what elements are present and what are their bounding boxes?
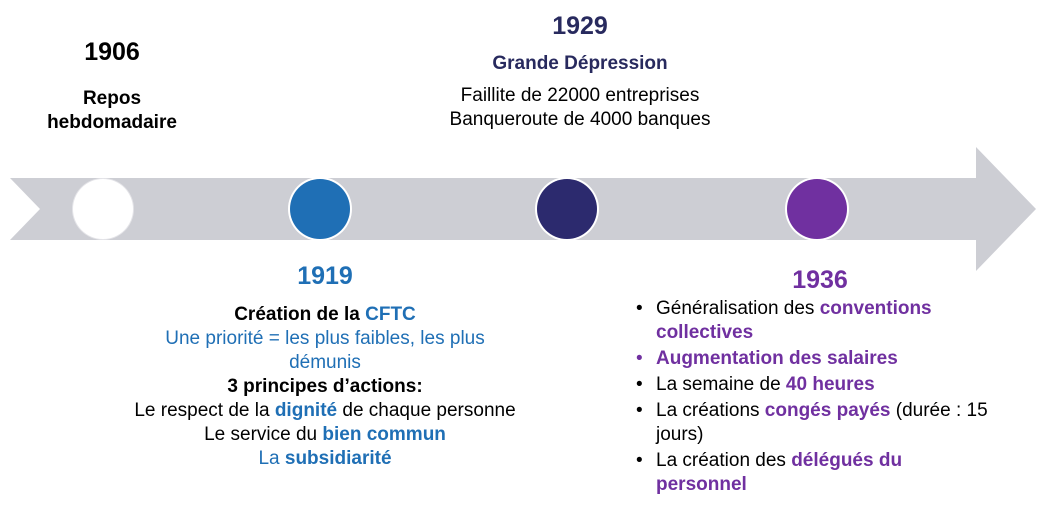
list-item: • La création des délégués du personnel bbox=[634, 449, 994, 497]
milestone-circle-1936 bbox=[787, 179, 847, 239]
principle-2-bold: bien commun bbox=[322, 424, 446, 445]
year-1906: 1906 bbox=[84, 38, 140, 66]
bullet-2: • bbox=[636, 348, 643, 369]
creation-prefix: Création de la bbox=[234, 304, 366, 325]
event-1929-title: Grande Dépression bbox=[492, 53, 668, 74]
event-1929-line2: Banqueroute de 4000 banques bbox=[449, 109, 711, 130]
principle-1-prefix: Le respect de la bbox=[134, 400, 275, 421]
list-item: • La semaine de 40 heures bbox=[634, 373, 994, 397]
event-1919-creation: Création de la CFTC bbox=[90, 303, 560, 327]
event-1906-line1: Repos bbox=[82, 88, 142, 109]
item-4-bold: congés payés bbox=[764, 400, 891, 421]
event-1919: 1919 Création de la CFTC Une priorité = … bbox=[90, 262, 560, 471]
item-3-bold: 40 heures bbox=[785, 374, 875, 395]
principle-3-bold: subsidiarité bbox=[284, 448, 392, 469]
event-1919-priority-line2: démunis bbox=[289, 352, 361, 373]
item-5-bold: délégués du personnel bbox=[656, 450, 903, 495]
milestone-circle-1929 bbox=[537, 179, 597, 239]
event-1906: 1906 Repos hebdomadaire bbox=[22, 38, 202, 135]
year-1919: 1919 bbox=[297, 262, 353, 290]
bullet-3: • bbox=[636, 374, 643, 395]
event-1929: 1929 Grande Dépression Faillite de 22000… bbox=[400, 12, 760, 132]
event-1929-line1: Faillite de 22000 entreprises bbox=[460, 85, 700, 106]
list-item: • La créations congés payés (durée : 15 … bbox=[634, 399, 994, 447]
item-4-prefix: La créations bbox=[656, 400, 765, 421]
item-1-prefix: Généralisation des bbox=[656, 298, 820, 319]
item-2-bold: Augmentation des salaires bbox=[656, 348, 898, 369]
list-item: • Généralisation des conventions collect… bbox=[634, 297, 994, 345]
milestone-circle-1906 bbox=[73, 179, 133, 239]
creation-org: CFTC bbox=[365, 304, 416, 325]
year-1929: 1929 bbox=[552, 12, 608, 40]
principle-1: Le respect de la dignité de chaque perso… bbox=[90, 399, 560, 423]
principle-3-prefix: La bbox=[258, 448, 285, 469]
item-1-bold: conventions collectives bbox=[656, 298, 932, 343]
item-5-prefix: La création des bbox=[656, 450, 792, 471]
list-item: • Augmentation des salaires bbox=[634, 347, 994, 371]
principle-2: Le service du bien commun bbox=[90, 423, 560, 447]
principle-2-prefix: Le service du bbox=[204, 424, 323, 445]
milestone-circle-1919 bbox=[290, 179, 350, 239]
bullet-4: • bbox=[636, 400, 643, 421]
timeline-arrow-shape bbox=[10, 147, 1036, 271]
event-1936: • Généralisation des conventions collect… bbox=[634, 297, 994, 499]
item-4-suffix: (durée : 15 jours) bbox=[656, 400, 988, 445]
event-1936-list: • Généralisation des conventions collect… bbox=[634, 297, 994, 497]
item-3-prefix: La semaine de bbox=[656, 374, 786, 395]
year-1936: 1936 bbox=[792, 266, 848, 294]
principle-1-suffix: de chaque personne bbox=[337, 400, 516, 421]
principle-1-bold: dignité bbox=[274, 400, 338, 421]
bullet-1: • bbox=[636, 298, 643, 319]
principle-3: La subsidiarité bbox=[90, 447, 560, 471]
event-1919-priority-line1: Une priorité = les plus faibles, les plu… bbox=[165, 328, 485, 349]
event-1906-line2: hebdomadaire bbox=[47, 112, 177, 133]
event-1919-principles-title: 3 principes d’actions: bbox=[227, 376, 423, 397]
bullet-5: • bbox=[636, 450, 643, 471]
